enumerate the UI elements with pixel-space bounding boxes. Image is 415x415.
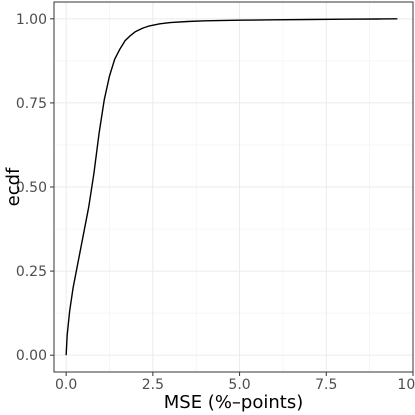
x-tick-label: 7.5 (315, 377, 337, 393)
ecdf-line (65, 18, 398, 356)
x-axis-title: MSE (%–points) (164, 392, 303, 413)
y-tick-label: 1.00 (16, 12, 47, 28)
y-axis-ticks: 0.00 0.25 0.50 0.75 1.00 (16, 12, 54, 364)
y-tick-label: 0.00 (16, 348, 47, 364)
y-tick-label: 0.50 (16, 180, 47, 196)
y-tick-label: 0.25 (16, 264, 47, 280)
x-tick-label: 5.0 (228, 377, 250, 393)
series-layer (65, 18, 398, 356)
y-axis-title: ecdf (3, 167, 24, 206)
y-tick-label: 0.75 (16, 96, 47, 112)
x-tick-label: 10.0 (397, 377, 415, 393)
x-axis-ticks: 0.0 2.5 5.0 7.5 10.0 (55, 372, 415, 393)
x-tick-label: 0.0 (55, 377, 77, 393)
x-tick-label: 2.5 (142, 377, 164, 393)
